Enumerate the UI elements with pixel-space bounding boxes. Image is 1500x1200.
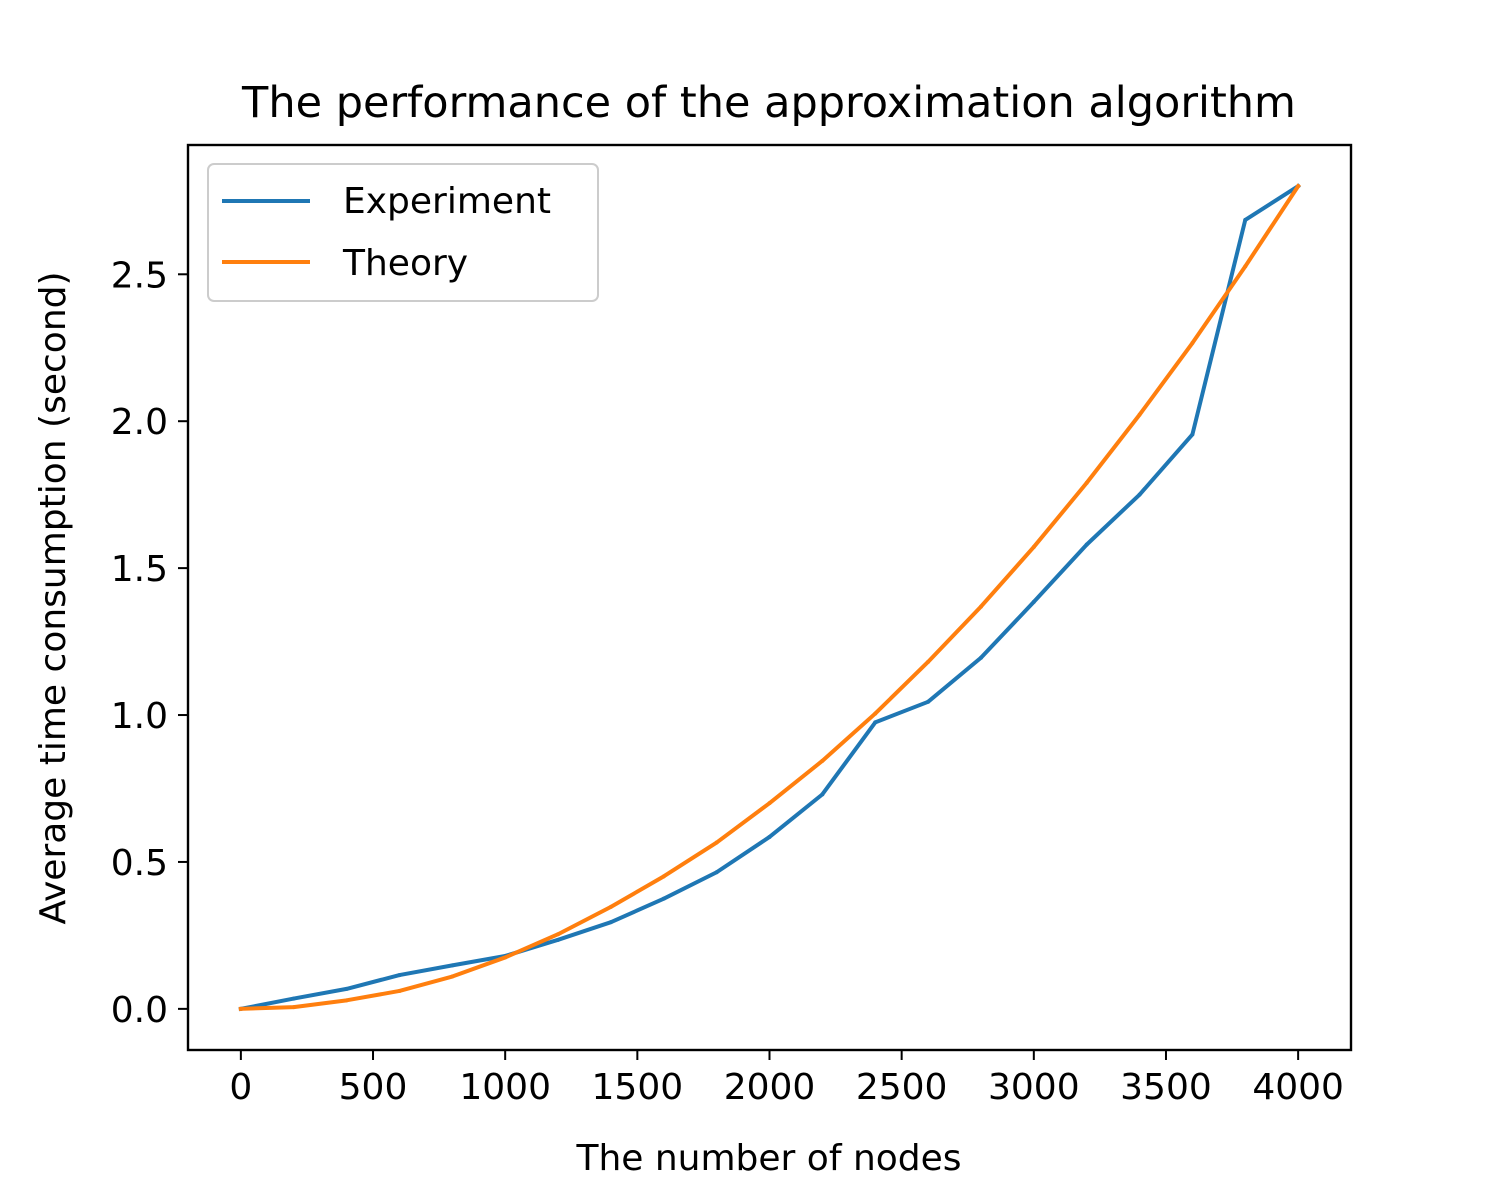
data-point-experiment: [1031, 599, 1036, 604]
y-tick-label: 0.0: [111, 990, 168, 1031]
data-point-experiment: [1137, 492, 1142, 497]
x-tick-label: 500: [339, 1067, 408, 1108]
data-point-experiment: [714, 870, 719, 875]
data-point-theory: [1296, 184, 1301, 189]
data-point-experiment: [767, 834, 772, 839]
x-tick-label: 3500: [1120, 1067, 1212, 1108]
data-point-experiment: [873, 720, 878, 725]
data-point-theory: [291, 1005, 296, 1010]
data-point-experiment: [344, 986, 349, 991]
data-point-experiment: [661, 896, 666, 901]
data-point-theory: [767, 801, 772, 806]
y-tick-label: 1.5: [111, 549, 168, 590]
y-axis: 0.0 0.5 1.0 1.5 2.0 2.5: [111, 255, 188, 1031]
data-point-experiment: [978, 655, 983, 660]
x-tick-label: 1500: [592, 1067, 684, 1108]
data-point-theory: [1137, 412, 1142, 417]
legend-box: [207, 163, 599, 302]
x-axis: 0 500 1000 1500 2000 2500 3000 3500 4000: [229, 1050, 1344, 1108]
data-point-theory: [450, 974, 455, 979]
x-tick-label: 1000: [459, 1067, 551, 1108]
data-point-theory: [503, 955, 508, 960]
y-axis-label: Average time consumption (second): [33, 271, 74, 924]
y-tick-label: 2.5: [111, 255, 168, 296]
data-point-theory: [556, 932, 561, 937]
data-point-theory: [926, 659, 931, 664]
data-point-experiment: [556, 937, 561, 942]
data-point-theory: [1190, 341, 1195, 346]
data-point-theory: [873, 711, 878, 716]
data-point-experiment: [608, 920, 613, 925]
data-point-experiment: [1084, 542, 1089, 547]
x-axis-label: The number of nodes: [575, 1138, 961, 1179]
x-tick-label: 0: [229, 1067, 252, 1108]
data-point-theory: [820, 758, 825, 763]
y-tick-label: 2.0: [111, 402, 168, 443]
chart-title: The performance of the approximation alg…: [241, 78, 1296, 128]
data-point-experiment: [926, 699, 931, 704]
data-point-theory: [397, 988, 402, 993]
data-point-theory: [608, 904, 613, 909]
data-point-theory: [1084, 480, 1089, 485]
y-tick-label: 0.5: [111, 843, 168, 884]
data-point-experiment: [1243, 217, 1248, 222]
data-point-theory: [1031, 544, 1036, 549]
legend-label-experiment: Experiment: [343, 181, 551, 222]
plot-area: [238, 183, 1301, 1012]
legend: Experiment Theory: [207, 163, 599, 302]
data-point-theory: [714, 840, 719, 845]
x-tick-label: 3000: [988, 1067, 1080, 1108]
data-point-theory: [238, 1006, 243, 1011]
x-tick-label: 2500: [856, 1067, 948, 1108]
legend-label-theory: Theory: [342, 243, 468, 284]
x-tick-label: 4000: [1252, 1067, 1344, 1108]
x-tick-label: 2000: [724, 1067, 816, 1108]
data-point-experiment: [291, 996, 296, 1001]
data-point-experiment: [820, 792, 825, 797]
data-point-theory: [978, 604, 983, 609]
y-tick-label: 1.0: [111, 696, 168, 737]
data-point-theory: [661, 874, 666, 879]
data-point-experiment: [1190, 432, 1195, 437]
data-point-experiment: [450, 963, 455, 968]
series-line-experiment: [238, 183, 1301, 1012]
data-point-theory: [1243, 264, 1248, 269]
data-point-experiment: [397, 973, 402, 978]
data-point-theory: [344, 998, 349, 1003]
series-line-theory: [238, 183, 1301, 1011]
